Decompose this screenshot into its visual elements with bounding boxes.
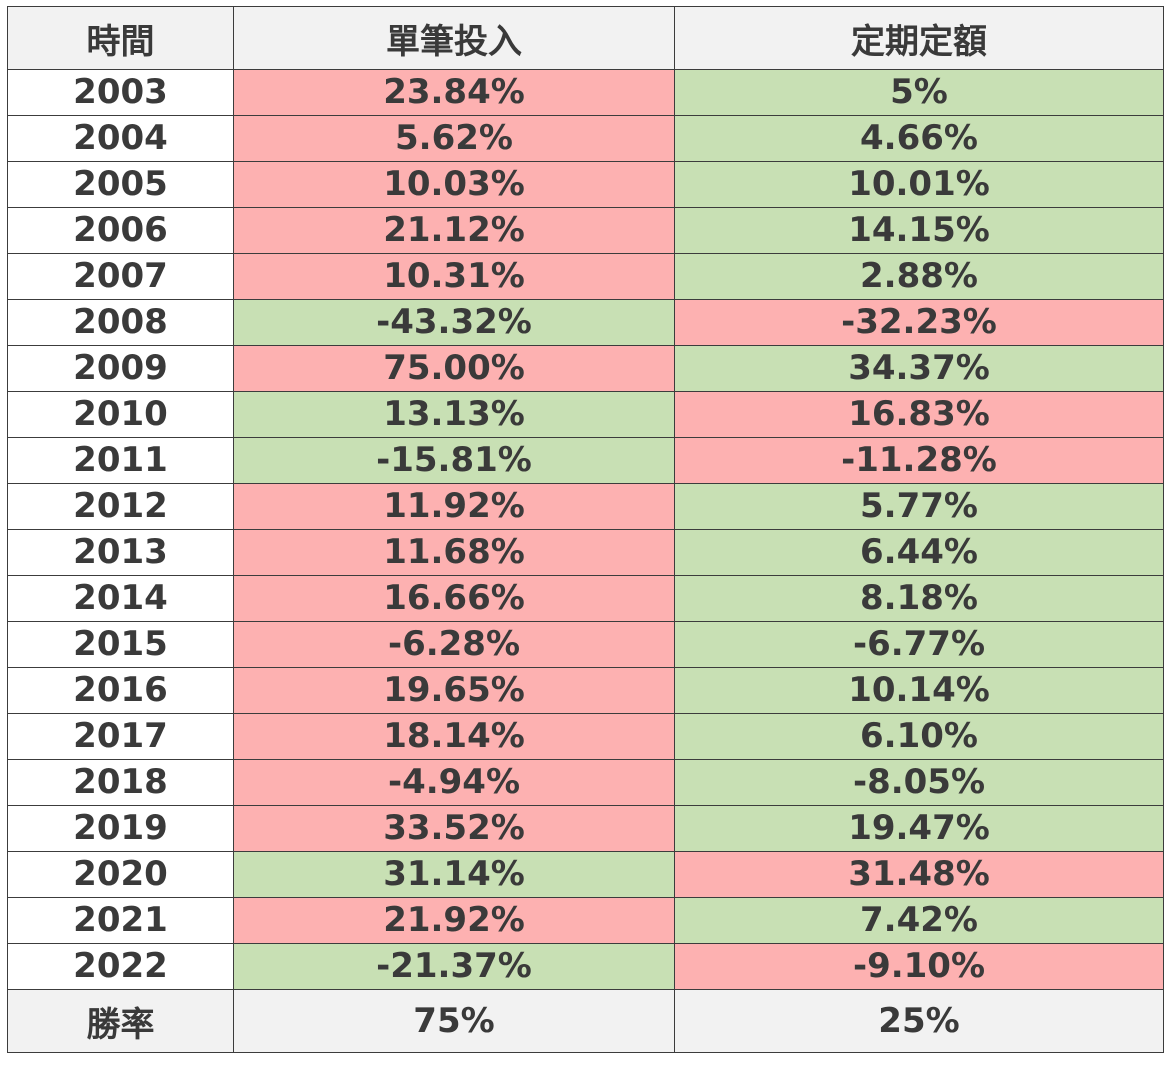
- dca-cell: 34.37%: [674, 345, 1164, 392]
- year-cell: 2020: [7, 851, 234, 898]
- header-year: 時間: [7, 6, 234, 70]
- lump-sum-cell: 10.03%: [233, 161, 675, 208]
- year-cell: 2014: [7, 575, 234, 622]
- table-row: 2012 11.92% 5.77%: [7, 483, 1164, 530]
- table-row: 2021 21.92% 7.42%: [7, 897, 1164, 944]
- table-row: 2015 -6.28% -6.77%: [7, 621, 1164, 668]
- dca-cell: 6.44%: [674, 529, 1164, 576]
- table-row: 2009 75.00% 34.37%: [7, 345, 1164, 392]
- dca-cell: 6.10%: [674, 713, 1164, 760]
- table-row: 2014 16.66% 8.18%: [7, 575, 1164, 622]
- lump-sum-cell: -6.28%: [233, 621, 675, 668]
- table-row: 2011 -15.81% -11.28%: [7, 437, 1164, 484]
- year-cell: 2009: [7, 345, 234, 392]
- year-cell: 2011: [7, 437, 234, 484]
- lump-sum-cell: 33.52%: [233, 805, 675, 852]
- dca-cell: 8.18%: [674, 575, 1164, 622]
- lump-sum-cell: 10.31%: [233, 253, 675, 300]
- footer-row: 勝率 75% 25%: [7, 989, 1164, 1053]
- lump-sum-cell: 11.68%: [233, 529, 675, 576]
- lump-sum-cell: -21.37%: [233, 943, 675, 990]
- dca-cell: 10.14%: [674, 667, 1164, 714]
- table-row: 2022 -21.37% -9.10%: [7, 943, 1164, 990]
- lump-sum-cell: 16.66%: [233, 575, 675, 622]
- year-cell: 2018: [7, 759, 234, 806]
- year-cell: 2017: [7, 713, 234, 760]
- year-cell: 2005: [7, 161, 234, 208]
- header-lump-sum: 單筆投入: [233, 6, 675, 70]
- dca-cell: 5%: [674, 69, 1164, 116]
- lump-sum-cell: 5.62%: [233, 115, 675, 162]
- year-cell: 2019: [7, 805, 234, 852]
- lump-sum-cell: 31.14%: [233, 851, 675, 898]
- table-row: 2019 33.52% 19.47%: [7, 805, 1164, 852]
- year-cell: 2004: [7, 115, 234, 162]
- year-cell: 2021: [7, 897, 234, 944]
- year-cell: 2003: [7, 69, 234, 116]
- year-cell: 2016: [7, 667, 234, 714]
- dca-cell: -8.05%: [674, 759, 1164, 806]
- table-row: 2004 5.62% 4.66%: [7, 115, 1164, 162]
- table-row: 2006 21.12% 14.15%: [7, 207, 1164, 254]
- dca-cell: 10.01%: [674, 161, 1164, 208]
- dca-cell: -11.28%: [674, 437, 1164, 484]
- year-cell: 2022: [7, 943, 234, 990]
- year-cell: 2006: [7, 207, 234, 254]
- lump-sum-cell: -43.32%: [233, 299, 675, 346]
- dca-cell: 7.42%: [674, 897, 1164, 944]
- table-row: 2008 -43.32% -32.23%: [7, 299, 1164, 346]
- year-cell: 2015: [7, 621, 234, 668]
- table-row: 2018 -4.94% -8.05%: [7, 759, 1164, 806]
- dca-cell: -6.77%: [674, 621, 1164, 668]
- table-row: 2005 10.03% 10.01%: [7, 161, 1164, 208]
- dca-cell: -32.23%: [674, 299, 1164, 346]
- dca-cell: 19.47%: [674, 805, 1164, 852]
- lump-sum-cell: 18.14%: [233, 713, 675, 760]
- lump-sum-cell: 19.65%: [233, 667, 675, 714]
- lump-sum-cell: -4.94%: [233, 759, 675, 806]
- table-row: 2016 19.65% 10.14%: [7, 667, 1164, 714]
- footer-label: 勝率: [7, 989, 234, 1053]
- year-cell: 2012: [7, 483, 234, 530]
- dca-cell: 31.48%: [674, 851, 1164, 898]
- lump-sum-cell: 13.13%: [233, 391, 675, 438]
- lump-sum-cell: 21.92%: [233, 897, 675, 944]
- header-dca: 定期定額: [674, 6, 1164, 70]
- dca-cell: 2.88%: [674, 253, 1164, 300]
- lump-sum-cell: 23.84%: [233, 69, 675, 116]
- lump-sum-cell: 75.00%: [233, 345, 675, 392]
- footer-dca-win-rate: 25%: [674, 989, 1164, 1053]
- dca-cell: 14.15%: [674, 207, 1164, 254]
- dca-cell: 5.77%: [674, 483, 1164, 530]
- lump-sum-cell: -15.81%: [233, 437, 675, 484]
- year-cell: 2008: [7, 299, 234, 346]
- header-row: 時間 單筆投入 定期定額: [7, 6, 1164, 70]
- dca-cell: -9.10%: [674, 943, 1164, 990]
- lump-sum-cell: 11.92%: [233, 483, 675, 530]
- year-cell: 2013: [7, 529, 234, 576]
- table-row: 2003 23.84% 5%: [7, 69, 1164, 116]
- footer-lump-win-rate: 75%: [233, 989, 675, 1053]
- dca-cell: 4.66%: [674, 115, 1164, 162]
- year-cell: 2007: [7, 253, 234, 300]
- table-row: 2007 10.31% 2.88%: [7, 253, 1164, 300]
- comparison-table: 時間 單筆投入 定期定額 2003 23.84% 5% 2004 5.62% 4.66% 2…: [7, 6, 1164, 1053]
- table-row: 2020 31.14% 31.48%: [7, 851, 1164, 898]
- table-row: 2017 18.14% 6.10%: [7, 713, 1164, 760]
- table-row: 2013 11.68% 6.44%: [7, 529, 1164, 576]
- table-row: 2010 13.13% 16.83%: [7, 391, 1164, 438]
- year-cell: 2010: [7, 391, 234, 438]
- lump-sum-cell: 21.12%: [233, 207, 675, 254]
- table-body: 2003 23.84% 5% 2004 5.62% 4.66% 2005 10.03% 10.0…: [7, 69, 1164, 990]
- dca-cell: 16.83%: [674, 391, 1164, 438]
